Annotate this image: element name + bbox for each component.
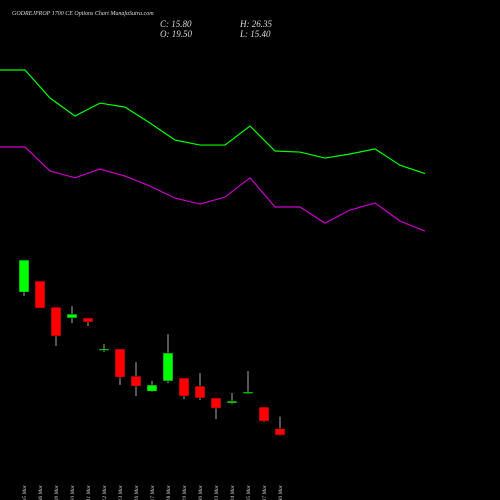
x-tick-label: 11 Mar bbox=[86, 484, 92, 500]
x-tick-label: 19 Mar bbox=[182, 484, 188, 500]
high-stat: H: 26.35 bbox=[239, 19, 272, 29]
x-tick-label: 30 Mar bbox=[278, 484, 284, 500]
candle-body bbox=[146, 384, 158, 392]
x-tick-label: 20 Mar bbox=[198, 484, 204, 500]
x-tick-label: 16 Mar bbox=[134, 484, 140, 500]
candle-body bbox=[66, 313, 78, 319]
x-tick-label: 27 Mar bbox=[262, 484, 268, 500]
x-tick-label: 25 Mar bbox=[246, 484, 252, 500]
close-stat: C: 15.80 bbox=[160, 19, 192, 29]
candle-body bbox=[50, 306, 62, 337]
candle-body bbox=[34, 280, 46, 309]
x-tick-label: 12 Mar bbox=[102, 484, 108, 500]
candle-body bbox=[226, 400, 238, 404]
candle-body bbox=[162, 352, 174, 382]
candle-body bbox=[210, 397, 222, 409]
candle-body bbox=[274, 428, 286, 436]
x-tick-label: 09 Mar bbox=[54, 484, 60, 500]
candle-body bbox=[130, 375, 142, 387]
x-tick-label: 10 Mar bbox=[70, 484, 76, 500]
x-tick-label: 17 Mar bbox=[150, 484, 156, 500]
open-stat: O: 19.50 bbox=[160, 29, 192, 39]
x-tick-label: 06 Mar bbox=[38, 484, 44, 500]
low-stat: L: 15.40 bbox=[239, 29, 271, 39]
candle-body bbox=[82, 317, 94, 323]
candle-body bbox=[178, 377, 190, 397]
candle-body bbox=[114, 348, 126, 378]
x-tick-label: 18 Mar bbox=[166, 484, 172, 500]
x-tick-label: 24 Mar bbox=[229, 484, 236, 500]
candle-body bbox=[258, 406, 270, 422]
x-tick-label: 23 Mar bbox=[214, 484, 220, 500]
chart-title: GODREJPROP 1700 CE Options Chart MunafaS… bbox=[12, 10, 154, 17]
line-series bbox=[0, 69, 426, 175]
candle-body bbox=[242, 391, 254, 394]
candle-body bbox=[98, 348, 110, 351]
x-tick-label: 13 Mar bbox=[118, 484, 124, 500]
candle-body bbox=[18, 259, 30, 293]
x-tick-label: 05 Mar bbox=[22, 484, 28, 500]
line-series bbox=[0, 146, 426, 232]
candle-body bbox=[194, 385, 206, 399]
